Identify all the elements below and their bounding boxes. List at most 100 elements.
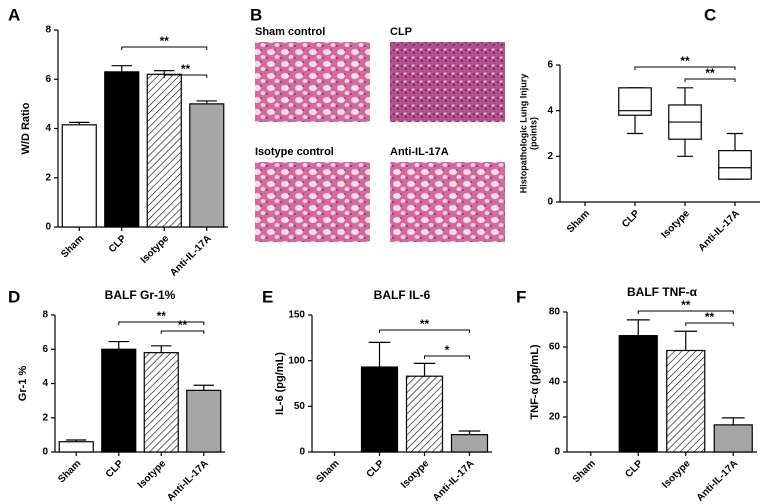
significance-bracket [379,329,470,333]
bar [186,389,222,453]
x-tick-label: Anti-IL-17A [695,458,740,503]
x-tick-label: Anti-IL-17A [165,458,210,503]
panel-label: B [250,5,262,24]
y-tick-label: 6 [547,60,553,71]
y-tick-label: 4 [42,378,48,389]
bar [666,349,706,453]
x-tick-label: Sham [56,458,83,485]
y-axis-label: IL-6 (pg/mL) [274,352,286,415]
image-caption: CLP [390,26,412,38]
y-tick-label: 60 [549,342,561,353]
bar [713,424,753,453]
significance-bracket [118,321,205,325]
significance-label: ** [157,309,167,323]
y-axis-label: Gr-1 % [17,366,29,402]
y-tick-label: 40 [549,377,561,388]
significance-bracket [163,74,208,78]
image-caption: Isotype control [255,146,334,158]
y-tick-label: 50 [294,401,306,412]
y-tick-label: 0 [554,447,560,458]
bar [101,348,137,453]
y-tick-label: 0 [299,447,305,458]
chart-title: BALF IL-6 [374,288,431,302]
significance-label: ** [181,62,191,76]
significance-bracket [121,46,208,50]
bar [405,375,444,453]
y-tick-label: 100 [288,355,305,366]
significance-bracket [634,66,736,70]
y-axis-label: (points) [528,117,538,150]
bar [61,124,97,228]
box [718,150,752,180]
y-tick-label: 4 [547,105,553,116]
panel-label: A [8,5,20,24]
x-tick-label: Isotype [136,458,169,491]
x-tick-label: Sham [565,208,592,235]
x-tick-label: Anti-IL-17A [696,208,741,253]
histology-image [390,42,505,122]
y-tick-label: 4 [45,123,51,134]
significance-bracket [684,78,736,82]
bar [104,71,140,228]
bar [360,366,399,453]
panel-label: C [704,5,716,24]
y-axis-label: W/D Ratio [20,102,32,154]
x-tick-label: Sham [59,233,86,260]
y-tick-label: 2 [42,412,48,423]
panel-label: E [262,287,273,306]
y-tick-label: 20 [549,412,561,423]
bar [146,73,182,228]
x-tick-label: Anti-IL-17A [168,233,213,278]
y-tick-label: 150 [288,310,305,321]
significance-bracket [424,355,470,359]
chart-title: BALF Gr-1% [105,288,176,302]
bar [143,352,179,453]
significance-label: ** [680,54,690,68]
image-caption: Sham control [255,26,325,38]
y-tick-label: 0 [547,197,553,208]
histology-image [255,162,370,242]
x-tick-label: Isotype [660,458,693,491]
significance-label: ** [178,318,188,332]
y-tick-label: 80 [549,307,561,318]
bar [58,441,94,453]
significance-label: * [445,343,450,357]
significance-bracket [685,322,734,326]
bar [189,103,225,228]
y-axis-label: Histopathologic Lung Injury [518,74,528,194]
bar [618,335,658,453]
x-tick-label: Isotype [659,208,692,241]
y-tick-label: 6 [45,74,51,85]
significance-bracket [160,330,205,334]
bar [450,434,489,453]
significance-label: ** [420,317,430,331]
histology-image [255,42,370,122]
significance-bracket [637,310,734,314]
histology-image [390,162,505,242]
x-tick-label: CLP [623,458,645,480]
significance-label: ** [160,34,170,48]
x-tick-label: Sham [571,458,598,485]
x-tick-label: Isotype [399,458,432,491]
y-tick-label: 6 [42,344,48,355]
x-tick-label: Isotype [139,233,172,266]
y-axis-label: TNF-α (pg/mL) [529,344,541,420]
x-tick-label: Anti-IL-17A [431,458,476,503]
y-tick-label: 0 [42,447,48,458]
significance-label: ** [705,66,715,80]
significance-label: ** [705,310,715,324]
x-tick-label: Sham [314,458,341,485]
y-tick-label: 0 [45,222,51,233]
x-tick-label: CLP [104,458,126,480]
image-caption: Anti-IL-17A [390,146,449,158]
panel-label: F [516,287,526,306]
chart-title: BALF TNF-α [627,285,698,299]
x-tick-label: CLP [620,208,642,230]
significance-label: ** [681,298,691,312]
y-tick-label: 8 [45,25,51,36]
x-tick-label: CLP [107,233,129,255]
y-tick-label: 8 [42,310,48,321]
y-tick-label: 2 [547,151,553,162]
y-tick-label: 2 [45,172,51,183]
